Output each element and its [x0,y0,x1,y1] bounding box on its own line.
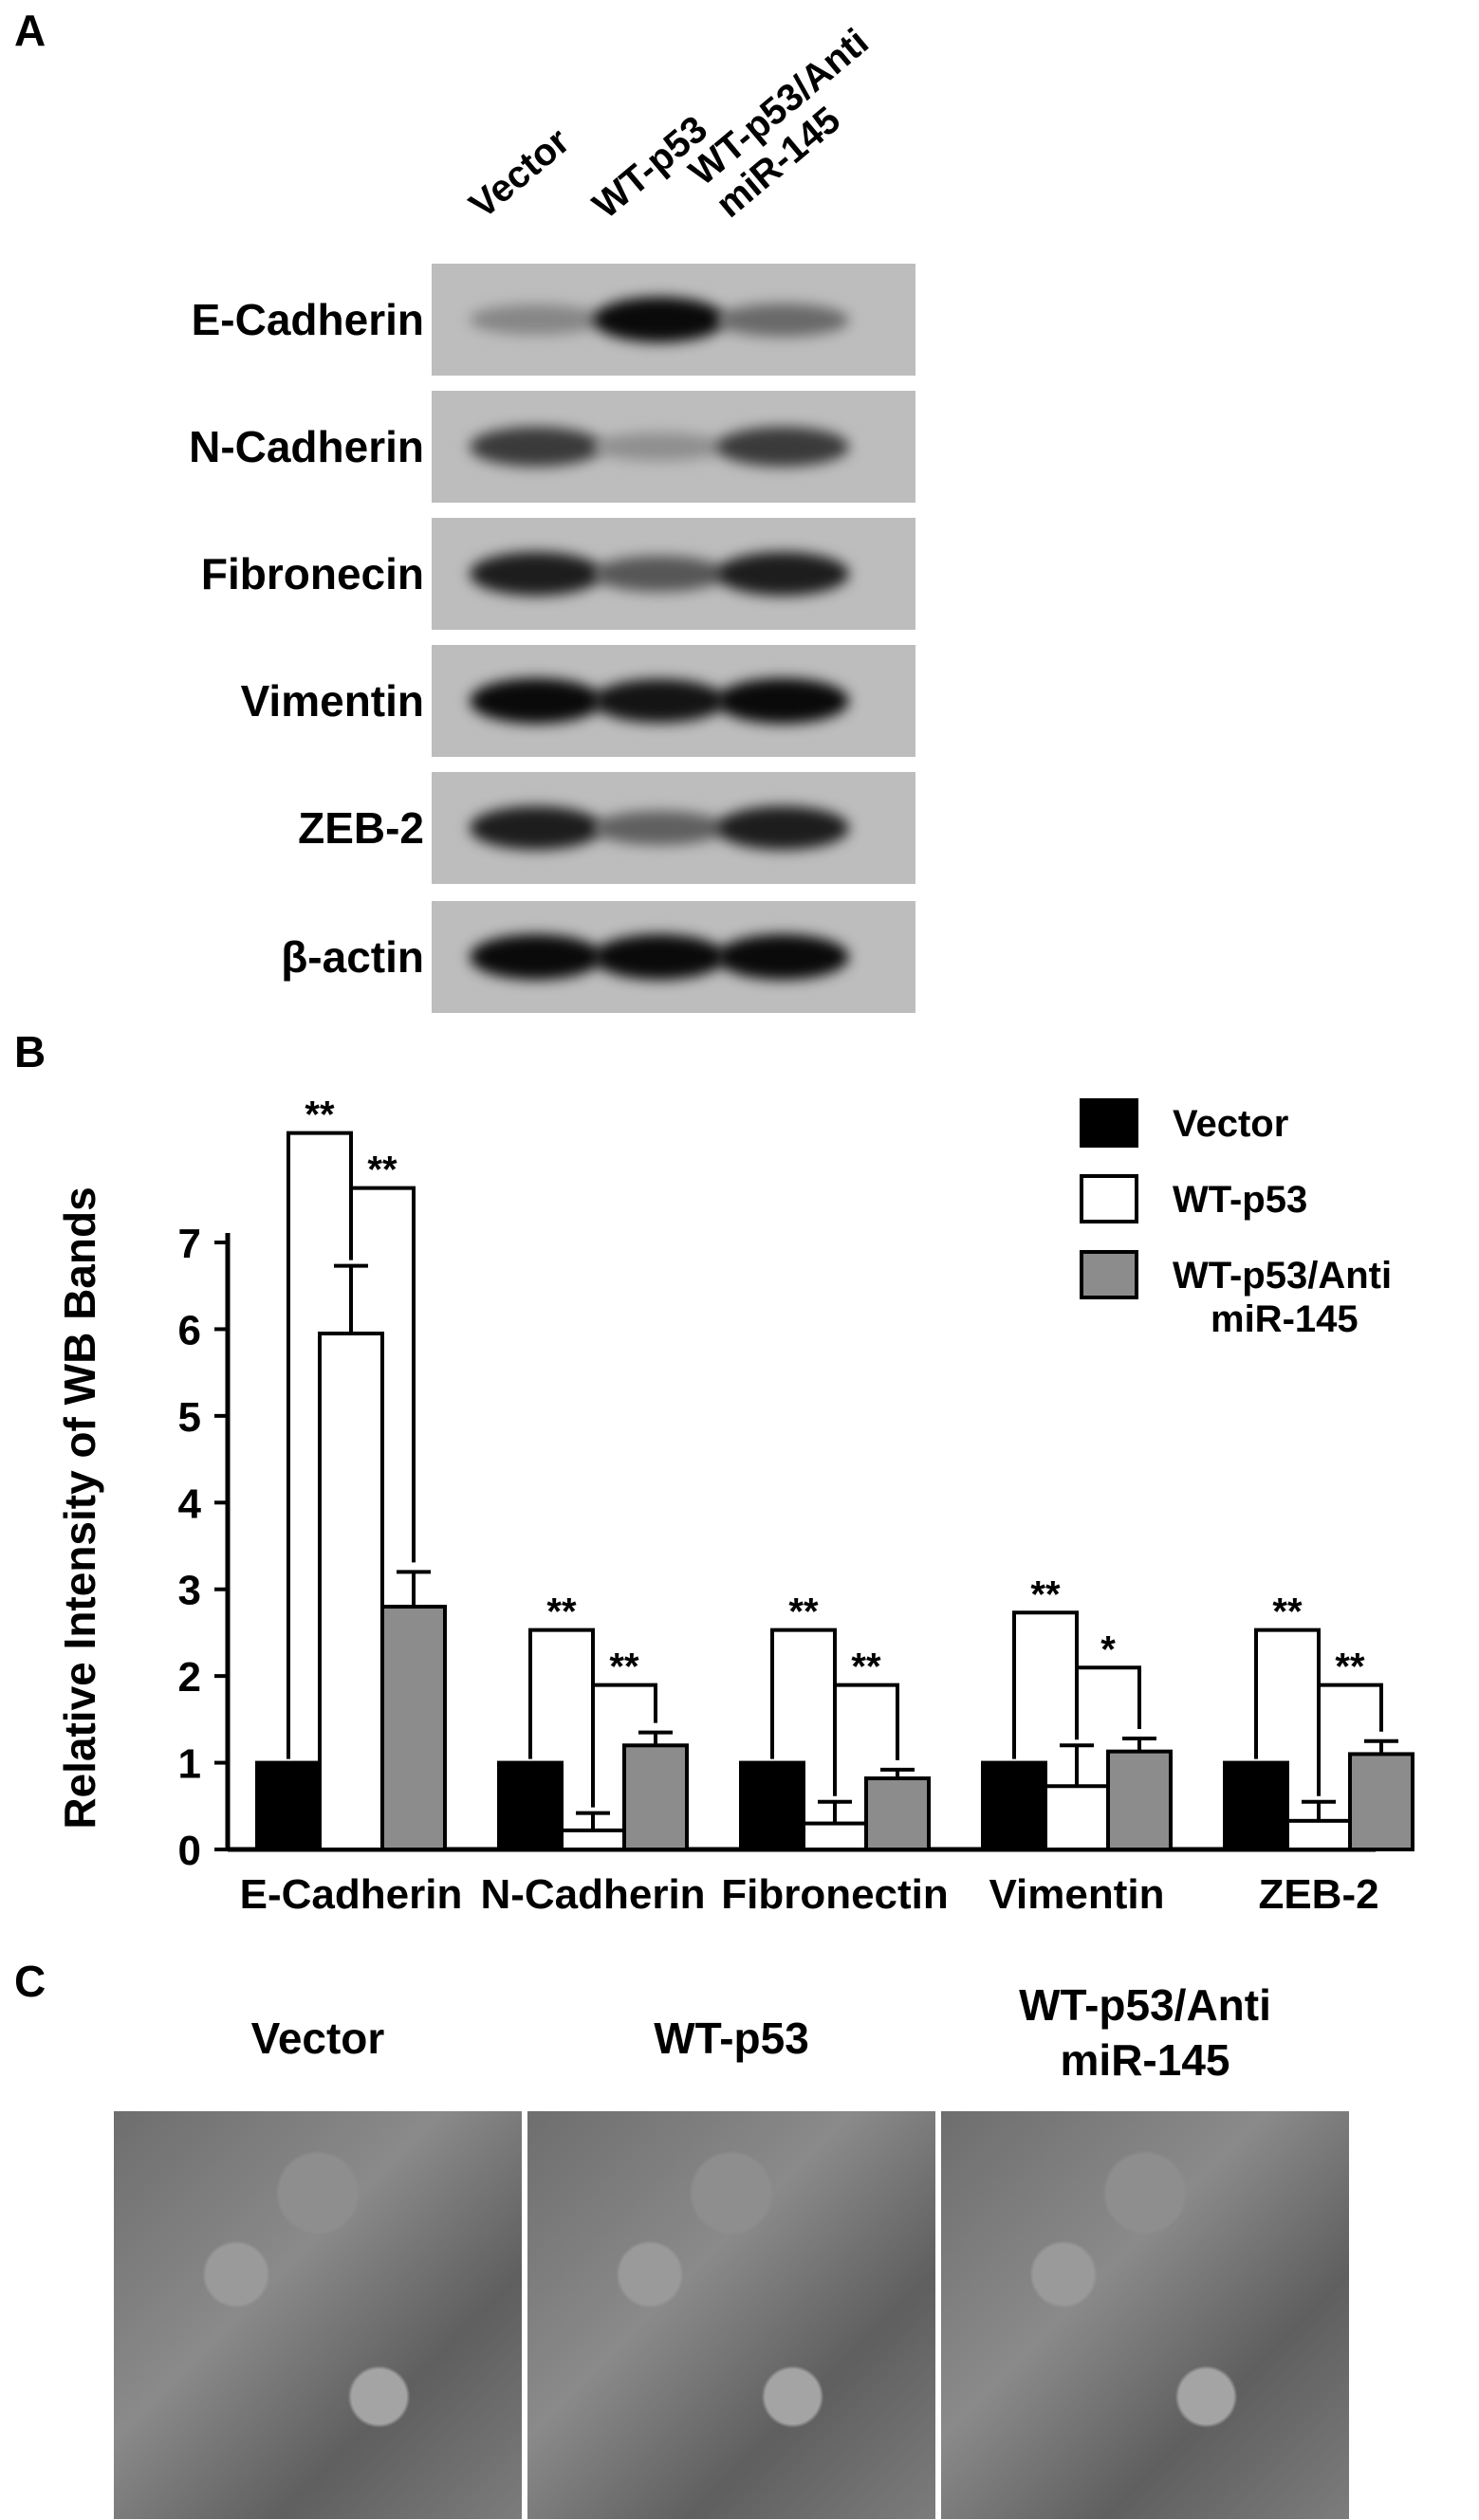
blot-band [716,303,849,337]
significance-bracket [287,1131,353,1759]
blot-lane-label: Vector [461,120,578,227]
legend-swatch [1080,1174,1138,1223]
bar [622,1743,689,1851]
bar [1106,1749,1173,1852]
x-tick-label: E-Cadherin [240,1871,463,1918]
blot-row-label: Vimentin [240,676,424,726]
bar [864,1776,931,1851]
y-tick-label: 6 [178,1307,201,1353]
significance-label: ** [546,1591,577,1633]
bar [255,1760,322,1851]
blot-band [593,297,726,342]
x-tick-label: ZEB-2 [1258,1871,1378,1918]
legend-swatch [1080,1098,1138,1148]
bar [1044,1784,1110,1851]
legend-label: WT-p53 [1173,1179,1307,1221]
x-tick-label: Fibronectin [721,1871,949,1918]
y-tick-label: 7 [178,1221,201,1267]
significance-bracket [593,1683,657,1723]
significance-label: ** [367,1150,397,1191]
significance-bracket [1319,1683,1383,1732]
y-tick-label: 3 [178,1568,201,1614]
significance-label: ** [788,1591,819,1633]
significance-bracket [1254,1628,1321,1796]
blot-row [432,518,915,630]
bar [497,1760,564,1851]
panel-a-letter: A [14,6,46,55]
panel-c-letter: C [14,1957,46,2006]
blot-band [470,806,602,850]
blot-band [716,552,849,596]
blot-band [716,806,849,850]
x-tick-label: Vimentin [989,1871,1164,1918]
significance-label: ** [1030,1573,1061,1615]
legend-label: Vector [1173,1103,1288,1145]
blot-row-label: ZEB-2 [298,803,424,853]
blot-band [470,678,602,724]
x-tick-label: N-Cadherin [480,1871,705,1918]
significance-label: * [1100,1628,1116,1670]
y-tick-label: 0 [178,1828,201,1874]
blot-band [716,678,849,724]
blot-band [470,427,602,467]
blot-row [432,901,915,1013]
significance-label: ** [305,1094,335,1136]
legend-label: WT-p53/Anti [1173,1255,1392,1297]
blot-band [470,304,602,335]
blot-band [716,934,849,980]
y-tick-label: 4 [178,1481,202,1527]
legend-swatch [1080,1250,1138,1299]
bar [1223,1760,1289,1851]
bar [560,1828,626,1852]
photo-title: WT-p53 [654,2014,809,2063]
significance-bracket [351,1186,416,1563]
blot-lane-label: WT-p53/Anti miR-145 [681,21,877,226]
bar [380,1605,447,1851]
y-tick-label: 5 [178,1394,201,1441]
y-tick-label: 1 [178,1741,201,1788]
blot-band [593,432,726,461]
blot-row-label: E-Cadherin [191,295,424,344]
significance-bracket [770,1628,837,1796]
blot-band [470,552,602,596]
blot-row-label: β-actin [281,932,424,982]
legend-label: miR-145 [1211,1298,1359,1340]
microscopy-image [114,2111,522,2519]
blot-band [716,427,849,467]
blot-band [470,934,602,980]
bar [739,1760,805,1851]
blot-band [593,810,726,846]
bar [1348,1752,1414,1852]
blot-row [432,264,915,376]
bar [981,1760,1047,1851]
blot-row [432,391,915,503]
blot-row-label: Fibronecin [200,549,424,598]
significance-bracket [528,1628,595,1808]
blot-band [593,934,726,980]
blot-row-label: N-Cadherin [189,422,424,471]
significance-label: ** [851,1646,881,1688]
bar [1285,1818,1352,1851]
significance-bracket [835,1683,899,1760]
blot-row [432,772,915,884]
bar [802,1821,868,1851]
y-axis-label: Relative Intensity of WB Bands [55,1186,104,1829]
significance-bracket [1077,1665,1141,1729]
photo-title: WT-p53/Anti miR-145 [1019,1980,1271,2085]
y-tick-label: 2 [178,1654,201,1701]
significance-bracket [1012,1610,1079,1759]
significance-label: ** [1272,1591,1303,1633]
microscopy-image [527,2111,935,2519]
significance-label: ** [1335,1646,1365,1688]
blot-row [432,645,915,757]
microscopy-image [941,2111,1349,2519]
blot-band [593,678,726,724]
significance-label: ** [609,1646,639,1688]
bar [318,1332,384,1851]
photo-title: Vector [250,2014,385,2063]
blot-band [593,556,726,592]
panel-b-letter: B [14,1027,46,1076]
